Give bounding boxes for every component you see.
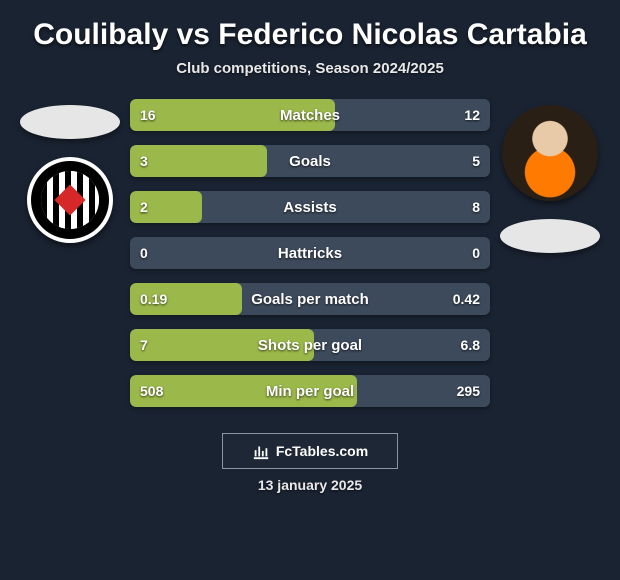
chart-icon bbox=[252, 442, 270, 460]
stat-bars: 1612Matches 35Goals 28Assists 00Hattricks 0.… bbox=[130, 99, 490, 407]
stat-row: 76.8Shots per goal bbox=[130, 329, 490, 361]
stat-row: 35Goals bbox=[130, 145, 490, 177]
footer-brand: FcTables.com bbox=[222, 433, 398, 469]
footer-date: 13 january 2025 bbox=[0, 477, 620, 493]
player-right-ellipse bbox=[500, 219, 600, 253]
stat-label: Shots per goal bbox=[130, 329, 490, 361]
left-player-column bbox=[10, 99, 130, 243]
subtitle: Club competitions, Season 2024/2025 bbox=[0, 60, 620, 77]
player-right-photo bbox=[502, 105, 598, 201]
stat-row: 0.190.42Goals per match bbox=[130, 283, 490, 315]
page-title: Coulibaly vs Federico Nicolas Cartabia bbox=[0, 0, 620, 60]
stat-label: Min per goal bbox=[130, 375, 490, 407]
right-player-column bbox=[490, 99, 610, 253]
stat-row: 1612Matches bbox=[130, 99, 490, 131]
stat-label: Matches bbox=[130, 99, 490, 131]
player-left-club-badge bbox=[27, 157, 113, 243]
stat-label: Goals per match bbox=[130, 283, 490, 315]
stat-label: Assists bbox=[130, 191, 490, 223]
player-left-ellipse bbox=[20, 105, 120, 139]
stat-row: 28Assists bbox=[130, 191, 490, 223]
footer-brand-text: FcTables.com bbox=[276, 443, 368, 459]
comparison-panel: 1612Matches 35Goals 28Assists 00Hattricks 0.… bbox=[0, 99, 620, 407]
stat-row: 508295Min per goal bbox=[130, 375, 490, 407]
stat-label: Hattricks bbox=[130, 237, 490, 269]
stat-row: 00Hattricks bbox=[130, 237, 490, 269]
stat-label: Goals bbox=[130, 145, 490, 177]
